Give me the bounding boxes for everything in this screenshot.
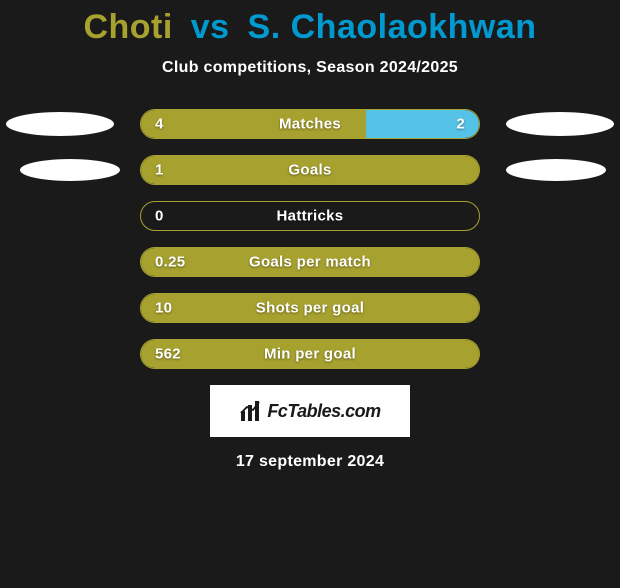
stat-value-a: 0.25 xyxy=(155,254,185,271)
comparison-chart: Matches 4 2 Goals 1 Hattricks 0 Goals per match… xyxy=(0,109,620,369)
logo-text: FcTables.com xyxy=(267,401,380,422)
stat-value-a: 0 xyxy=(155,208,164,225)
stat-label: Goals per match xyxy=(249,254,371,271)
stat-bar-track: Goals per match 0.25 xyxy=(140,247,480,277)
stat-value-a: 1 xyxy=(155,162,164,179)
stat-bar-track: Matches 4 2 xyxy=(140,109,480,139)
stat-ellipse-right xyxy=(506,159,606,181)
chart-icon xyxy=(239,399,263,423)
stat-row: Hattricks 0 xyxy=(0,201,620,231)
stat-label: Hattricks xyxy=(277,208,344,225)
title-player-b: S. Chaolaokhwan xyxy=(248,8,537,46)
logo-badge: FcTables.com xyxy=(210,385,410,437)
stat-value-a: 10 xyxy=(155,300,172,317)
page-title: Choti vs S. Chaolaokhwan xyxy=(0,8,620,47)
title-vs: vs xyxy=(191,8,230,46)
stat-value-a: 562 xyxy=(155,346,181,363)
title-player-a: Choti xyxy=(83,8,172,46)
stat-ellipse-left xyxy=(20,159,120,181)
stat-row: Matches 4 2 xyxy=(0,109,620,139)
stat-ellipse-right xyxy=(506,112,614,136)
stat-row: Min per goal 562 xyxy=(0,339,620,369)
stat-bar-track: Shots per goal 10 xyxy=(140,293,480,323)
stat-value-b: 2 xyxy=(456,116,465,133)
stat-value-a: 4 xyxy=(155,116,164,133)
stat-row: Goals 1 xyxy=(0,155,620,185)
stat-label: Shots per goal xyxy=(256,300,364,317)
stat-row: Shots per goal 10 xyxy=(0,293,620,323)
subtitle: Club competitions, Season 2024/2025 xyxy=(0,59,620,77)
stat-bar-track: Min per goal 562 xyxy=(140,339,480,369)
stat-row: Goals per match 0.25 xyxy=(0,247,620,277)
stat-ellipse-left xyxy=(6,112,114,136)
date-label: 17 september 2024 xyxy=(0,453,620,471)
stat-label: Min per goal xyxy=(264,346,356,363)
stat-label: Goals xyxy=(288,162,331,179)
stat-label: Matches xyxy=(279,116,341,133)
stat-bar-track: Hattricks 0 xyxy=(140,201,480,231)
stat-bar-track: Goals 1 xyxy=(140,155,480,185)
